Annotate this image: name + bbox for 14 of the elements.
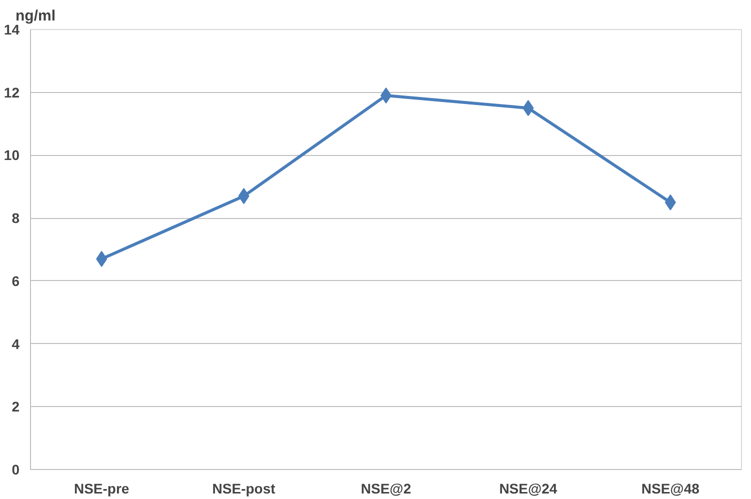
y-tick-label: 8 [12,210,20,226]
y-axis-title: ng/ml [16,8,56,24]
x-tick-label: NSE-post [212,480,276,496]
x-tick-label: NSE@24 [499,480,558,496]
y-tick-label: 10 [4,147,20,164]
y-tick-label: 4 [12,336,20,352]
x-tick-label: NSE@48 [641,480,700,496]
y-tick-label: 2 [12,398,20,415]
y-tick-label: 0 [12,462,20,478]
y-tick-label: 6 [12,272,20,289]
y-tick-label: 14 [4,22,20,38]
x-tick-label: NSE-pre [74,480,130,496]
y-tick-label: 12 [4,84,20,100]
x-tick-label: NSE@2 [360,480,412,496]
